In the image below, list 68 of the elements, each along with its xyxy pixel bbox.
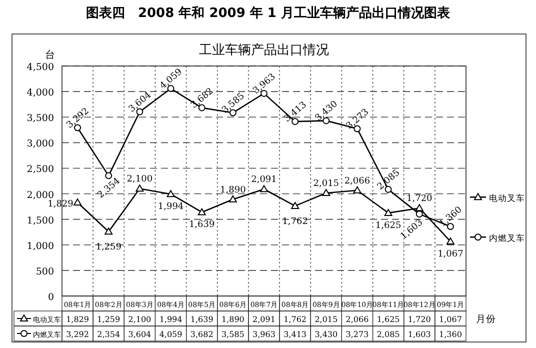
data-label: 3,963	[252, 330, 276, 339]
point	[446, 237, 454, 244]
text: 图表四 2008 年和 2009 年 1 月工业车辆产品出口情况图表	[86, 5, 452, 21]
data-label: 1,994	[158, 202, 184, 212]
data-label: 1,067	[439, 315, 462, 324]
data-label: 2,091	[252, 315, 276, 324]
point	[384, 208, 392, 216]
point	[322, 189, 330, 196]
data-label: 1,625	[376, 315, 400, 324]
data-label: 1,762	[282, 216, 308, 227]
data-label: 3,682	[190, 330, 214, 339]
point	[228, 195, 237, 202]
y-tick-label: 3,000	[26, 138, 54, 150]
data-label: 2,354	[97, 330, 120, 339]
y-tick-label: 1,500	[26, 215, 54, 226]
point	[416, 210, 423, 218]
chart-title: 工业车辆产品出口情况	[199, 43, 329, 58]
data-label: 2,100	[126, 174, 153, 185]
data-label: 3,604	[128, 330, 152, 339]
legend-label: 内燃叉车	[489, 234, 525, 244]
data-label: 1,639	[188, 220, 215, 230]
point	[291, 202, 300, 209]
data-label: 3,585	[221, 330, 244, 339]
data-label: 3,430	[314, 330, 338, 339]
point	[136, 184, 144, 192]
data-label: 1,603	[408, 330, 431, 339]
data-label: 1,259	[96, 242, 122, 253]
y-tick-label: 2,500	[26, 164, 54, 176]
data-label: 1,067	[438, 249, 464, 260]
legend-label: 电动叉车	[489, 194, 525, 204]
data-label: 2,085	[376, 330, 400, 339]
data-label: 2,100	[128, 315, 152, 324]
y-tick-label: 2,000	[26, 190, 54, 201]
point	[166, 190, 175, 198]
y-tick-label: 4,500	[26, 62, 54, 73]
data-label: 1,829	[66, 315, 89, 324]
data-label: 2,015	[313, 179, 340, 189]
data-label: 3,413	[284, 330, 307, 339]
point	[104, 228, 113, 235]
point	[74, 198, 82, 206]
data-label: 1,720	[408, 315, 431, 324]
y-tick-label: 500	[36, 266, 54, 278]
point	[198, 208, 206, 216]
data-label: 4,059	[159, 330, 182, 339]
data-label: 3,292	[66, 330, 89, 339]
data-label: 3,273	[346, 330, 369, 339]
y-tick-label: 4,000	[26, 88, 54, 99]
data-label: 1,625	[375, 220, 402, 231]
data-label: 2,091	[251, 175, 277, 186]
y-tick-label: 3,500	[26, 113, 54, 124]
y-tick-label: 1,000	[26, 240, 54, 252]
data-label: 2,066	[346, 315, 369, 324]
x-axis-title: 月份	[476, 314, 496, 325]
data-label: 2,066	[344, 176, 370, 186]
data-label: 1,762	[284, 315, 307, 324]
data-label: 1,890	[220, 185, 246, 196]
data-label: 2,015	[314, 315, 338, 324]
y-tick-label: 0	[48, 292, 54, 303]
y-axis-title: 台	[45, 49, 55, 61]
point	[415, 204, 424, 212]
point	[353, 186, 362, 194]
data-label: 1,259	[97, 315, 120, 324]
data-label: 1,890	[221, 315, 244, 324]
data-label: 1,360	[439, 330, 462, 339]
data-label: 1,994	[159, 315, 182, 324]
data-label: 1,639	[190, 315, 214, 324]
point	[260, 185, 268, 192]
data-label: 1,720	[406, 194, 432, 204]
